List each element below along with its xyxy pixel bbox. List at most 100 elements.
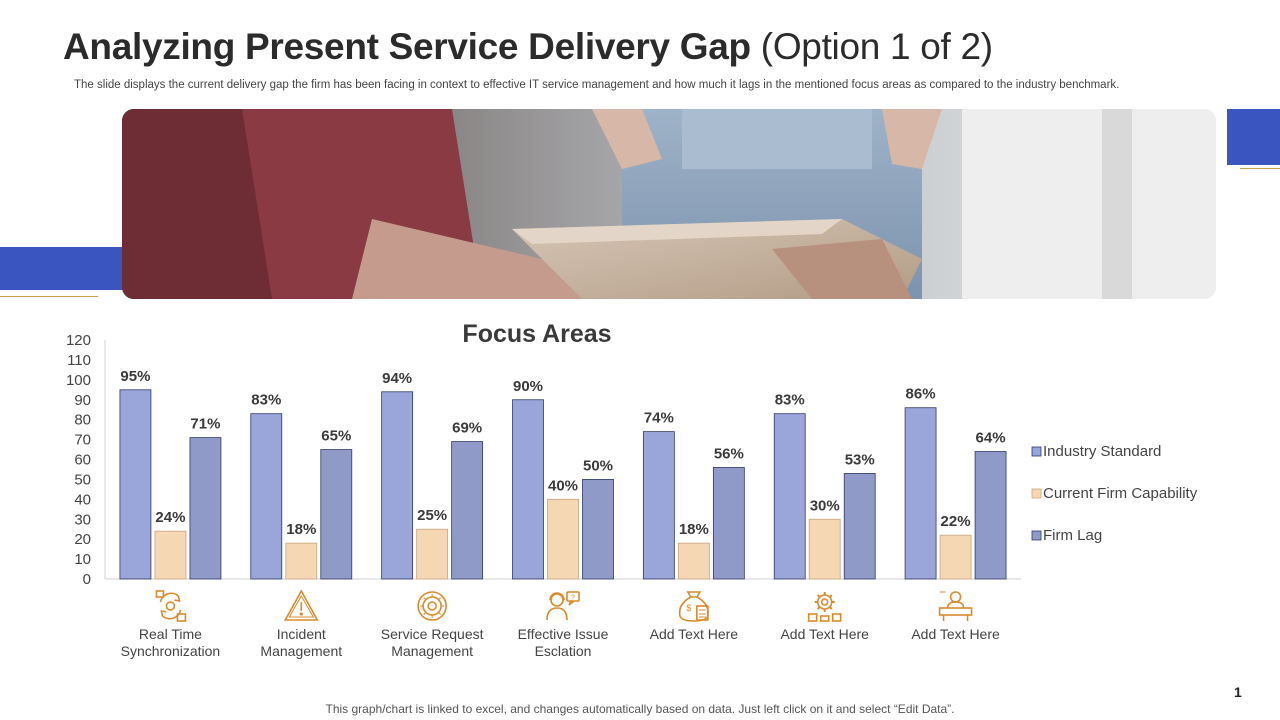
data-label: 94% [382,370,412,387]
accent-line-left [0,296,98,297]
legend-swatch [1031,488,1042,499]
footer-note: This graph/chart is linked to excel, and… [325,702,955,716]
bar-industry-standard [381,391,414,580]
legend: Industry Standard Current Firm Capability… [1031,443,1198,544]
slide-title: Analyzing Present Service Delivery Gap (… [63,26,993,68]
bar-firm-lag [320,449,353,580]
desk-agent-icon [938,591,973,621]
bar-current-firm-capability [939,534,972,580]
y-tick-label: 90 [74,392,91,409]
sync-icon [155,590,187,622]
data-label: 95% [120,368,150,385]
data-labels: 95% 24% 71% 83% 18% 65% 94% 25% 69% 90% 40% 50% 74% 1… [120,368,1005,538]
data-label: 64% [976,430,1006,447]
legend-swatch [1031,530,1042,541]
bar-firm-lag [189,437,222,580]
bar-current-firm-capability [154,530,187,580]
data-label: 56% [714,445,744,462]
legend-label: Firm Lag [1043,527,1102,544]
bar-current-firm-capability [285,542,318,580]
data-label: 24% [155,509,185,526]
accent-block-left [0,247,124,290]
data-label: 22% [941,513,971,530]
data-label: 83% [251,392,281,409]
y-tick-label: 40 [74,491,91,508]
accent-line-right [1240,168,1280,169]
category-label: Management [260,643,342,659]
money-bag-icon: $ [678,591,709,622]
bar-firm-lag [451,441,484,580]
bar-current-firm-capability [808,518,841,580]
category-label: Esclation [535,643,592,659]
data-label: 90% [513,378,543,395]
data-label: 83% [775,392,805,409]
y-tick-label: 10 [74,551,91,568]
data-label: 69% [452,420,482,437]
data-label: 25% [417,507,447,524]
data-label: 18% [679,521,709,538]
legend-swatch [1031,446,1042,457]
y-tick-label: 0 [83,571,91,588]
warning-icon [283,589,319,621]
bar-firm-lag [582,479,614,580]
bar-industry-standard [512,399,544,580]
y-tick-label: 70 [74,432,91,449]
title-main: Analyzing Present Service Delivery Gap [63,26,751,67]
y-tick-label: 20 [74,531,91,548]
category-label: Real Time [139,626,202,642]
category-labels: Real TimeSynchronizationIncidentManageme… [121,626,1000,659]
category-label: Management [391,643,473,659]
y-tick-label: 50 [74,471,91,488]
slide-description: The slide displays the current delivery … [74,79,1120,91]
category-label: Add Text Here [650,626,739,642]
category-label: Add Text Here [911,626,1000,642]
support-agent-icon: ? [546,591,580,621]
bar-current-firm-capability [677,542,710,580]
accent-block-right [1227,109,1280,165]
data-label: 71% [190,416,220,433]
category-label: Service Request [381,626,484,642]
legend-label: Industry Standard [1043,443,1161,460]
bar-industry-standard [250,413,283,580]
bar-industry-standard [904,407,937,580]
data-label: 50% [583,457,613,474]
category-label: Synchronization [121,643,221,659]
data-label: 53% [845,451,875,468]
bar-current-firm-capability [416,528,449,580]
svg-text:?: ? [571,595,575,602]
data-label: 18% [286,521,316,538]
bar-industry-standard [642,431,675,580]
legend-label: Current Firm Capability [1043,485,1198,502]
settings-target-icon [417,591,447,621]
bar-firm-lag [974,451,1007,580]
gear-coins-icon [807,592,842,622]
y-tick-label: 80 [74,412,91,429]
chart-title: Focus Areas [462,320,611,348]
data-label: 30% [810,497,840,514]
bar-current-firm-capability [547,498,579,580]
y-tick-label: 120 [66,332,91,349]
svg-text:$: $ [686,603,691,613]
delivery-photo [122,109,1216,299]
category-label: Incident [277,626,326,642]
data-label: 40% [548,477,578,494]
category-label: Add Text Here [780,626,869,642]
data-label: 74% [644,410,674,427]
category-label: Effective Issue [518,626,609,642]
bar-firm-lag [843,473,876,580]
title-sub: (Option 1 of 2) [760,26,993,67]
bars [119,389,1007,580]
y-axis: 0 10 20 30 40 50 60 70 80 90 100 110 120 [66,332,1021,588]
y-tick-label: 60 [74,452,91,469]
y-tick-label: 100 [66,372,91,389]
bar-industry-standard [773,413,806,580]
category-icons: ?$ [155,589,973,622]
bar-industry-standard [119,389,152,580]
data-label: 86% [906,386,936,403]
focus-areas-chart: 0 10 20 30 40 50 60 70 80 90 100 110 120 95% 24% 71% 83… [66,320,1198,659]
data-label: 65% [321,428,351,445]
page-number: 1 [1234,684,1242,700]
y-tick-label: 30 [74,511,91,528]
bar-firm-lag [712,467,745,580]
y-tick-label: 110 [67,352,91,369]
